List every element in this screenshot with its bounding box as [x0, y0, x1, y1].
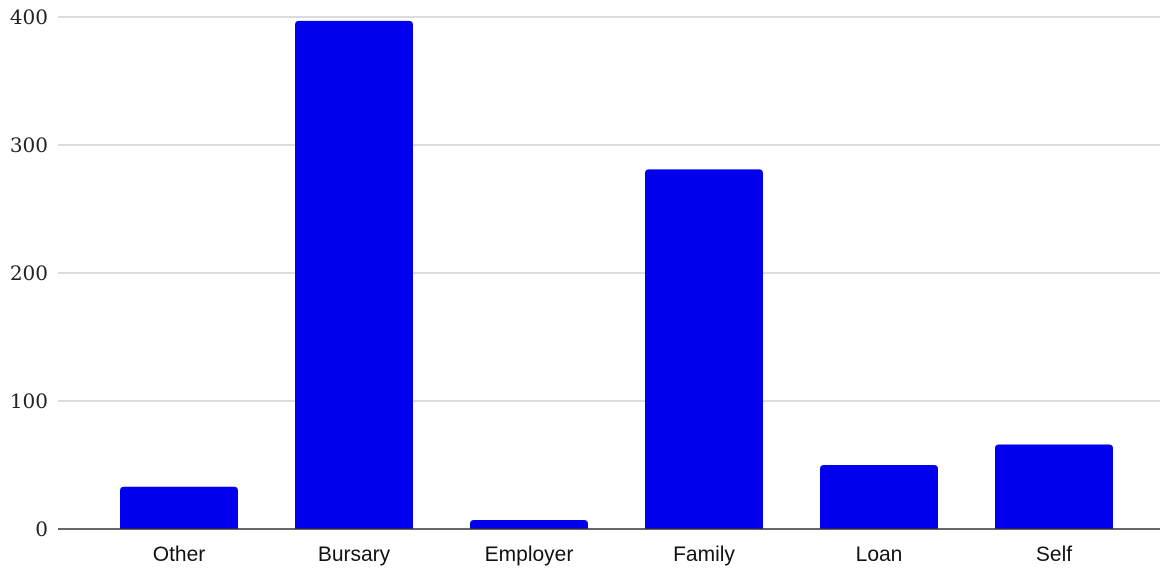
- x-tick-label-self: Self: [1036, 543, 1072, 566]
- y-tick-label: 100: [10, 389, 48, 413]
- x-tick-label-employer: Employer: [485, 543, 574, 566]
- y-tick-label: 0: [35, 517, 48, 541]
- bar-self: [995, 444, 1113, 529]
- y-tick-label: 200: [10, 261, 48, 285]
- x-axis-tick-labels: Other Bursary Employer Family Loan Self: [153, 543, 1073, 566]
- y-tick-label: 400: [10, 5, 48, 29]
- x-tick-label-loan: Loan: [856, 543, 903, 566]
- bar-family: [645, 169, 763, 529]
- bar-loan: [820, 465, 938, 529]
- bar-other: [120, 486, 238, 529]
- x-tick-label-other: Other: [153, 543, 206, 566]
- y-tick-label: 300: [10, 133, 48, 157]
- x-tick-label-family: Family: [673, 543, 735, 566]
- gridlines: [58, 16, 1160, 402]
- y-axis-tick-labels: 0 100 200 300 400: [10, 5, 48, 541]
- x-tick-label-bursary: Bursary: [318, 543, 391, 566]
- bar-employer: [470, 520, 588, 529]
- bar-bursary: [295, 20, 413, 530]
- bars: [120, 20, 1113, 530]
